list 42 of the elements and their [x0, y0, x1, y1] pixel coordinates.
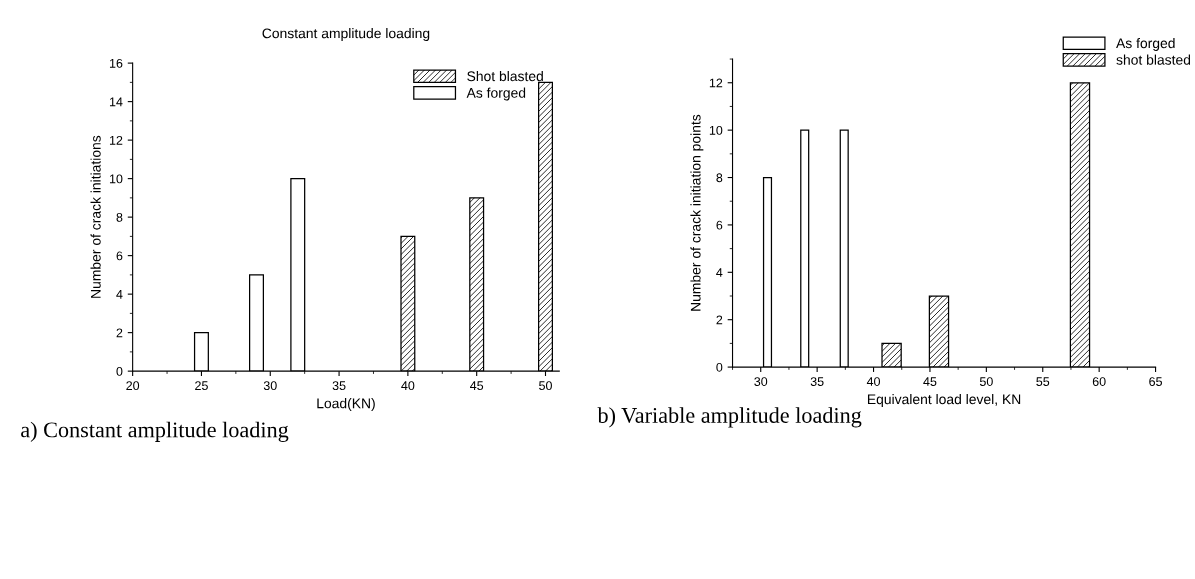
x-tick-label: 35 — [810, 377, 824, 386]
x-tick-label: 25 — [195, 381, 208, 391]
x-tick-label: 50 — [979, 377, 993, 386]
y-axis-title: Number of crack initiation points — [690, 114, 704, 311]
x-tick-label: 60 — [1092, 377, 1106, 386]
y-tick-label: 6 — [116, 251, 123, 261]
legend-label: As forged — [466, 87, 526, 101]
y-tick-label: 8 — [116, 212, 123, 222]
text: b) Variable amplitude loading — [597, 407, 862, 428]
y-tick-label: 0 — [716, 362, 723, 372]
legend-label: shot blasted — [1116, 54, 1191, 65]
y-tick-label: 10 — [109, 174, 123, 184]
y-tick-label: 12 — [109, 135, 123, 145]
x-tick-label: 30 — [754, 377, 768, 386]
x-tick-label: 65 — [1149, 377, 1162, 386]
y-tick-label: 2 — [716, 315, 723, 325]
x-tick-label: 55 — [1036, 377, 1050, 386]
y-tick-label: 4 — [116, 290, 123, 299]
x-tick-label: 45 — [470, 381, 484, 391]
text: a) Constant amplitude loading — [21, 421, 289, 442]
chart-title: Constant amplitude loading — [262, 28, 430, 41]
x-tick-label: 20 — [126, 381, 140, 391]
x-tick-label: 45 — [923, 377, 937, 386]
y-tick-label: 2 — [116, 328, 123, 338]
x-axis-title: Equivalent load level, KN — [867, 394, 1021, 407]
legend-label: Shot blasted — [467, 70, 543, 82]
y-tick-label: 14 — [109, 97, 123, 107]
x-tick-label: 40 — [401, 381, 415, 391]
x-tick-label: 40 — [866, 377, 881, 386]
y-tick-label: 6 — [716, 220, 723, 230]
y-tick-label: 16 — [109, 58, 123, 68]
x-tick-label: 30 — [263, 381, 277, 391]
y-tick-label: 10 — [709, 125, 723, 135]
y-tick-label: 0 — [116, 366, 123, 376]
x-tick-label: 35 — [332, 381, 346, 391]
x-axis-title: Load(KN) — [317, 398, 375, 412]
y-axis-title: Number of crack initiations — [90, 135, 101, 298]
x-tick-label: 50 — [539, 381, 552, 391]
legend-label: As forged — [1116, 37, 1175, 51]
y-tick-label: 12 — [709, 78, 723, 88]
y-tick-label: 8 — [716, 173, 723, 183]
y-tick-label: 4 — [716, 268, 723, 277]
